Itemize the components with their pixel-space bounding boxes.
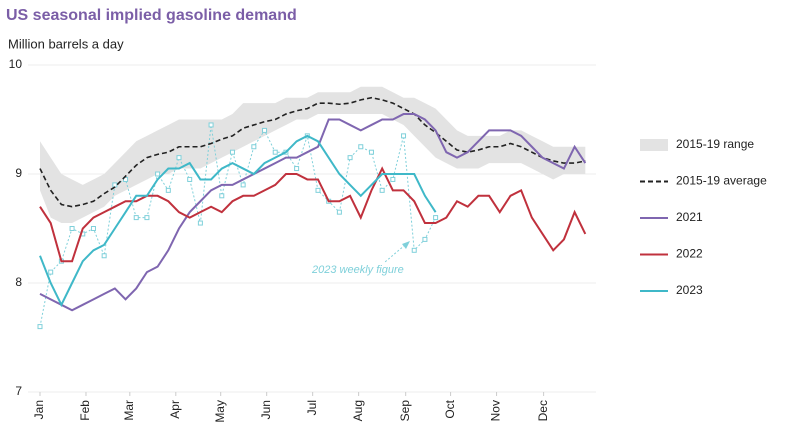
legend-label: 2022 [676,247,703,261]
weekly-marker [133,215,139,221]
annotation: 2023 weekly figure [311,264,404,276]
annotation-arrowhead [402,241,410,249]
weekly-marker [251,144,257,150]
weekly-marker [336,209,342,215]
weekly-marker [37,324,43,330]
legend-label: 2015-19 range [676,137,754,151]
weekly-marker [208,122,214,128]
x-tick-label: Jul [305,400,319,415]
weekly-marker [315,187,321,193]
weekly-marker [401,133,407,139]
annotation-arrow [384,244,406,263]
y-axis-label: Million barrels a day [8,36,124,51]
y-tick-label: 10 [9,57,23,71]
weekly-marker [101,253,107,259]
x-tick-label: Jun [259,400,273,419]
x-tick-label: Oct [443,399,457,418]
weekly-marker [422,236,428,242]
legend-label: 2015-19 average [676,174,767,188]
x-tick-label: May [213,400,227,423]
x-tick-label: Nov [489,400,503,421]
weekly-marker [390,176,396,182]
x-tick-label: Jan [32,400,46,419]
weekly-marker [144,215,150,221]
chart-title: US seasonal implied gasoline demand [6,7,297,24]
y-tick-label: 8 [15,275,22,289]
weekly-marker [262,127,268,133]
weekly-marker [48,269,54,275]
legend-label: 2021 [676,210,703,224]
y-tick-label: 9 [15,166,22,180]
weekly-marker [240,182,246,188]
x-tick-label: Dec [536,400,550,421]
weekly-marker [176,155,182,161]
weekly-marker [229,149,235,155]
x-tick-label: Apr [168,400,182,419]
weekly-marker [294,166,300,172]
legend-swatch [640,139,668,151]
weekly-marker [197,220,203,226]
weekly-marker [112,182,118,188]
weekly-marker [358,144,364,150]
x-tick-label: Sep [398,400,412,422]
weekly-marker [411,247,417,253]
legend-label: 2023 [676,283,703,297]
x-tick-label: Feb [78,400,92,421]
weekly-marker [368,149,374,155]
x-tick-label: Mar [122,400,136,421]
weekly-marker [219,193,225,199]
weekly-marker [272,149,278,155]
weekly-marker [187,176,193,182]
series-line [39,134,437,308]
weekly-marker [155,171,161,177]
x-tick-label: Aug [351,400,365,421]
series-line [39,96,586,208]
range-band [40,86,586,224]
series-line [39,166,587,263]
weekly-marker [347,155,353,161]
series-line [39,113,587,312]
weekly-marker [123,176,129,182]
weekly-marker [433,215,439,221]
y-tick-label: 7 [15,384,22,398]
weekly-marker [69,226,75,231]
weekly-marker [379,187,385,193]
weekly-marker [90,226,96,231]
weekly-marker [165,187,171,193]
